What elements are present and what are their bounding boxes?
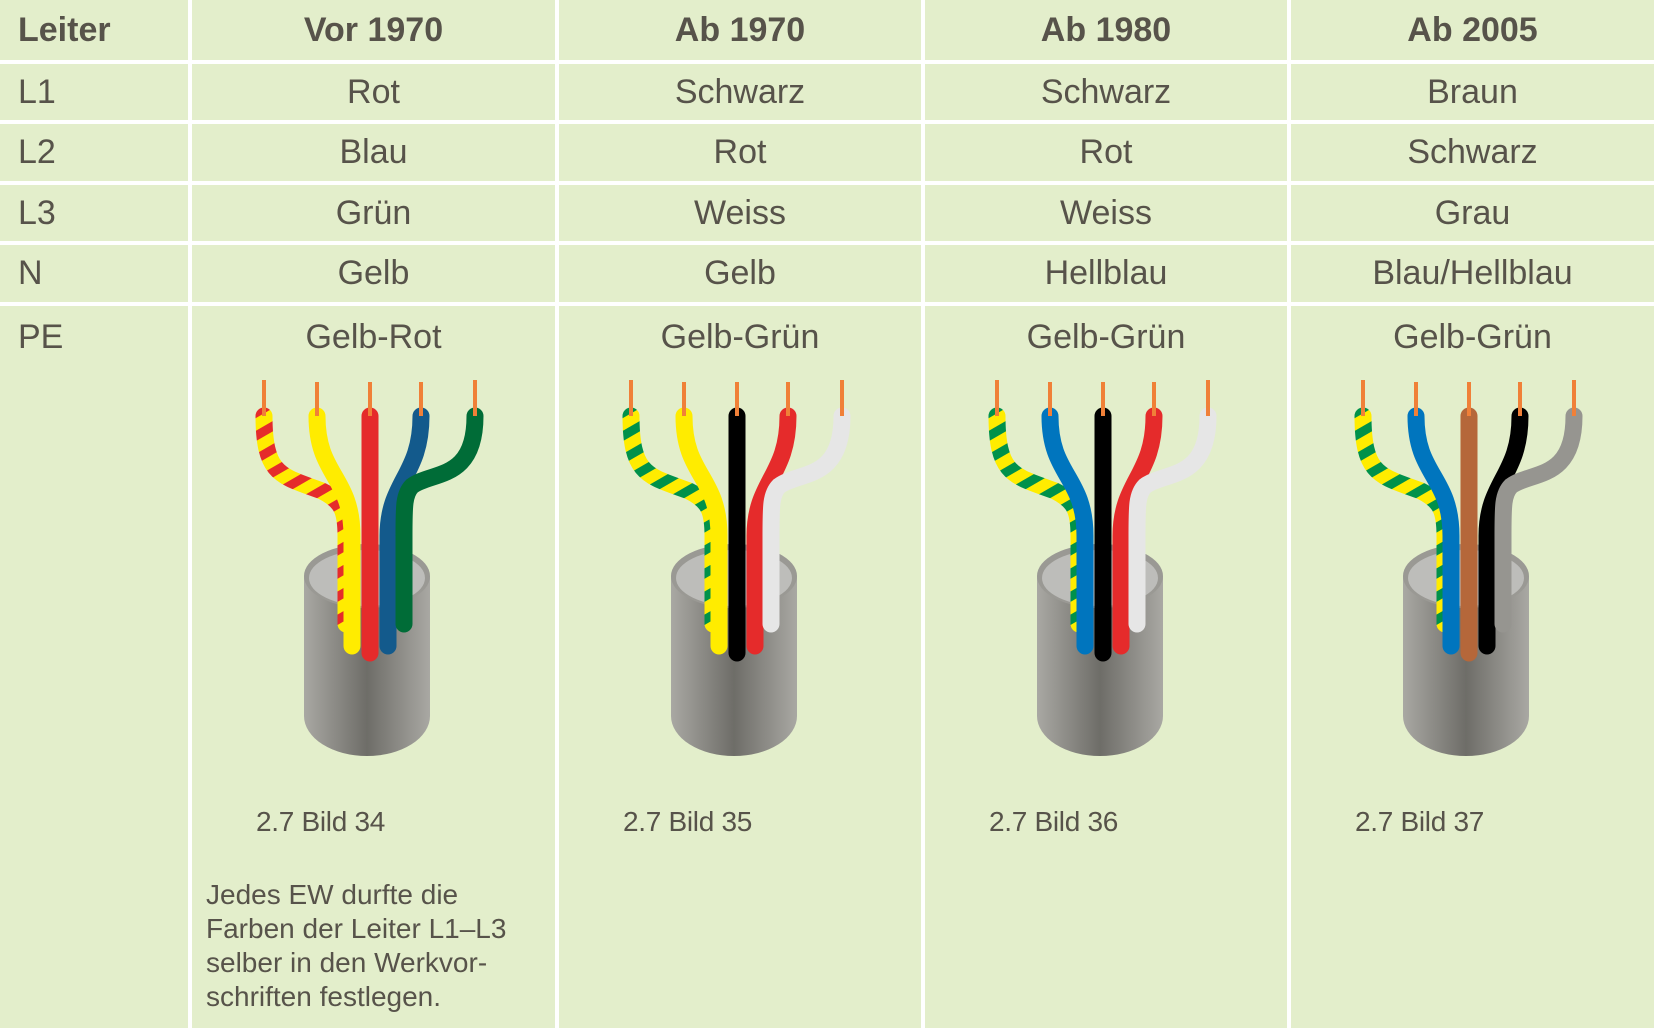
cable-illustration-icon [1354, 380, 1583, 756]
figure-caption: 2.7 Bild 36 [989, 806, 1119, 837]
cell-value: Weiss [694, 193, 786, 232]
row-label: L1 [18, 72, 56, 111]
cell-value: Rot [347, 72, 400, 111]
cell-value: Braun [1427, 72, 1518, 111]
row-label: N [18, 254, 43, 292]
row-label-l1: L1 [0, 64, 188, 120]
table-cell: Schwarz [559, 64, 921, 120]
row-label: PE [18, 318, 64, 356]
note-line: Jedes EW durfte die [206, 879, 459, 910]
row-label-l2: L2 [0, 124, 188, 181]
table-cell: Rot [192, 64, 555, 120]
figure-cell-vor-1970: Gelb-Rot 2.7 Bild 34 Jedes EW durfte die [192, 306, 555, 1028]
cell-value: Blau [339, 133, 408, 171]
cable-illustration-icon [622, 380, 851, 756]
cell-value: Schwarz [1407, 133, 1538, 171]
cell-value: Weiss [1060, 193, 1152, 232]
table-cell: Weiss [925, 185, 1287, 241]
cell-value: Gelb [337, 254, 410, 292]
cable-illustration-icon [988, 380, 1217, 756]
figure-cell-ab-1980: Gelb-Grün 2.7 Bild 36 [925, 306, 1287, 1028]
cell-value: Gelb [704, 254, 776, 292]
cell-value: Schwarz [1040, 72, 1172, 111]
figure-caption: 2.7 Bild 34 [256, 806, 386, 837]
cell-value: Gelb-Grün [1026, 318, 1186, 356]
cell-value: Blau/Hellblau [1372, 254, 1573, 292]
table-cell: Gelb [559, 245, 921, 302]
row-label-n: N [0, 245, 188, 302]
table-cell: Gelb [192, 245, 555, 302]
note-text: Jedes EW durfte die Farben der Leiter L1… [206, 878, 506, 1014]
cell-value: Grau [1434, 193, 1511, 232]
row-label: L2 [18, 133, 56, 171]
cell-value: Rot [713, 133, 767, 171]
header-ab-1970: Ab 1970 [559, 0, 921, 60]
table-cell: Schwarz [925, 64, 1287, 120]
cell-value: Hellblau [1044, 254, 1168, 292]
note-line: selber in den Werkvor- [206, 947, 488, 978]
cell-value: Gelb-Rot [305, 318, 442, 356]
header-vor-1970: Vor 1970 [192, 0, 555, 60]
table-cell: Hellblau [925, 245, 1287, 302]
table-cell: Rot [559, 124, 921, 181]
table-cell: Grün [192, 185, 555, 241]
cell-value: Gelb-Grün [1393, 318, 1552, 356]
header-label: Ab 1980 [1040, 10, 1172, 49]
note-line: Farben der Leiter L1–L3 [206, 913, 507, 944]
figure-cell-ab-2005: Gelb-Grün 2.7 Bild 37 [1291, 306, 1654, 1028]
cell-value: Gelb-Grün [660, 318, 820, 356]
table-cell: Rot [925, 124, 1287, 181]
table-cell: Blau [192, 124, 555, 181]
table-cell: Blau/Hellblau [1291, 245, 1654, 302]
header-label: Leiter [18, 10, 111, 49]
figure-caption: 2.7 Bild 35 [623, 806, 753, 837]
table-cell: Weiss [559, 185, 921, 241]
row-label-pe: PE [0, 306, 188, 1028]
table-cell: Grau [1291, 185, 1654, 241]
header-label: Ab 2005 [1407, 10, 1538, 49]
header-leiter: Leiter [0, 0, 188, 60]
figure-cell-ab-1970: Gelb-Grün 2.7 Bild 35 [559, 306, 921, 1028]
note-line: schriften festlegen. [206, 981, 442, 1012]
header-label: Vor 1970 [303, 10, 444, 49]
row-label-l3: L3 [0, 185, 188, 241]
cable-illustration-icon [255, 380, 484, 756]
row-label: L3 [18, 193, 56, 232]
cell-value: Schwarz [674, 72, 806, 111]
header-label: Ab 1970 [674, 10, 806, 49]
header-ab-1980: Ab 1980 [925, 0, 1287, 60]
cell-value: Rot [1079, 133, 1133, 171]
table-cell: Braun [1291, 64, 1654, 120]
header-ab-2005: Ab 2005 [1291, 0, 1654, 60]
table-cell: Schwarz [1291, 124, 1654, 181]
figure-caption: 2.7 Bild 37 [1355, 806, 1485, 837]
cell-value: Grün [335, 193, 412, 232]
